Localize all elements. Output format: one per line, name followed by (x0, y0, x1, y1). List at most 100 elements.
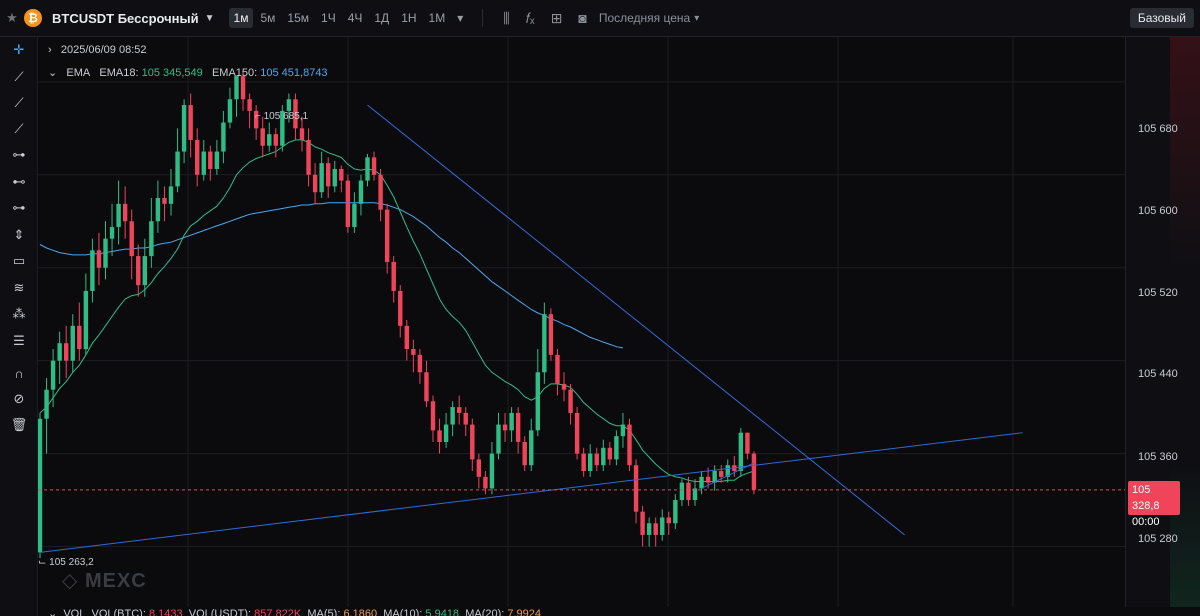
tf-1h[interactable]: 1Ч (316, 8, 341, 28)
candle-body (182, 105, 186, 151)
high-price-value: 105 685,1 (264, 111, 309, 122)
price-axis[interactable]: 105 680 105 600 105 520 105 440 105 360 … (1125, 37, 1200, 607)
channel-icon[interactable]: ≋ (8, 277, 30, 299)
candle-body (529, 430, 533, 465)
legend-indicator-name[interactable]: EMA (66, 67, 90, 79)
candle-body (90, 250, 94, 291)
top-toolbar: ★ ₿ BTCUSDT Бессрочный ▼ 1м 5м 15м 1Ч 4Ч… (0, 0, 1200, 37)
candle-body (57, 343, 61, 360)
magnet-icon[interactable]: ∩ (8, 362, 30, 384)
tf-1m[interactable]: 1м (229, 8, 254, 28)
ma10-value: 5,9418 (425, 608, 459, 616)
vol-usdt-value: 857,822K (254, 608, 301, 616)
chart-canvas[interactable] (38, 37, 1125, 607)
candle-body (555, 355, 559, 384)
candle-body (568, 390, 572, 413)
price-chart[interactable] (38, 37, 1125, 607)
candle-body (123, 204, 127, 221)
candle-body (116, 204, 120, 227)
tf-1d[interactable]: 1Д (369, 8, 394, 28)
ma10-label: MA(10): (383, 608, 422, 616)
price-type-chevron-icon[interactable]: ▾ (694, 13, 699, 24)
y-tick: 105 520 (1138, 287, 1178, 299)
candle-body (536, 372, 540, 430)
ray-icon[interactable]: ⟋ (8, 92, 30, 114)
ema150-line (40, 203, 623, 348)
candle-body (660, 517, 664, 534)
mexc-logo: ◇ MEXC (62, 568, 147, 593)
tf-1mo[interactable]: 1М (424, 8, 451, 28)
candle-body (208, 152, 212, 169)
candle-body (64, 343, 68, 360)
candle-body (241, 76, 245, 99)
candle-type-icon[interactable]: ⫼ (503, 10, 509, 27)
candle-body (575, 413, 579, 454)
price-line-icon[interactable]: ⊶ (8, 197, 30, 219)
extended-line-icon[interactable]: ⟋ (8, 118, 30, 140)
candle-body (490, 454, 494, 489)
candle-body (562, 384, 566, 390)
horizontal-line-icon[interactable]: ⊶ (8, 144, 30, 166)
candle-body (97, 250, 101, 267)
ema18-label: EMA18: (99, 67, 138, 79)
candle-body (352, 204, 356, 227)
candle-body (614, 436, 618, 459)
horizontal-ray-icon[interactable]: ⊷ (8, 171, 30, 193)
candle-body (143, 256, 147, 285)
crosshair-icon[interactable]: ✛ (8, 39, 30, 61)
indicators-icon[interactable]: 𝑓ₓ (526, 10, 535, 27)
vertical-line-icon[interactable]: ⇕ (8, 224, 30, 246)
tf-5m[interactable]: 5м (255, 8, 280, 28)
chevron-down-icon[interactable]: ⌄ (48, 608, 57, 616)
fibonacci-icon[interactable]: ☰ (8, 330, 30, 352)
candle-body (634, 465, 638, 511)
price-type-select[interactable]: Последняя цена (599, 11, 690, 25)
candle-body (162, 198, 166, 204)
candle-body (680, 483, 684, 500)
candle-body (44, 390, 48, 419)
trend-line-icon[interactable]: ⟋ (8, 66, 30, 88)
timeframe-dropdown-icon[interactable]: ▾ (452, 8, 468, 28)
candle-body (202, 152, 206, 175)
candle-body (234, 76, 238, 99)
camera-icon[interactable]: ◙ (578, 10, 586, 26)
symbol-title[interactable]: BTCUSDT Бессрочный (52, 11, 199, 26)
basic-mode-button[interactable]: Базовый (1130, 8, 1194, 28)
candle-body (516, 413, 520, 442)
ma20-value: 7,9924 (507, 608, 541, 616)
candle-body (221, 123, 225, 152)
hide-drawings-icon[interactable]: ⊘ (8, 388, 30, 410)
star-icon[interactable]: ★ (0, 10, 24, 26)
candle-body (752, 454, 756, 490)
tf-4h[interactable]: 4Ч (343, 8, 368, 28)
chevron-down-icon[interactable]: ▼ (205, 13, 215, 24)
y-tick: 105 440 (1138, 368, 1178, 380)
legend-volume-row: ⌄ VOL VOL(BTC): 8,1433 VOL(USDT): 857,82… (48, 607, 541, 616)
ma5-value: 6,1860 (343, 608, 377, 616)
tf-1w[interactable]: 1Н (396, 8, 421, 28)
legend-datetime-row: › 2025/06/09 08:52 (48, 44, 146, 56)
candle-body (372, 157, 376, 174)
candle-body (745, 433, 749, 454)
vol-label[interactable]: VOL (63, 608, 85, 616)
layout-icon[interactable]: ⊞ (551, 10, 563, 27)
pattern-icon[interactable]: ⁂ (8, 303, 30, 325)
price-label-icon[interactable]: ▭ (8, 250, 30, 272)
candle-body (228, 99, 232, 122)
chevron-down-icon[interactable]: ⌄ (48, 67, 57, 79)
candle-body (84, 291, 88, 349)
candle-body (647, 523, 651, 535)
tf-15m[interactable]: 15м (282, 8, 314, 28)
candle-body (437, 430, 441, 442)
candle-body (156, 198, 160, 221)
candle-body (103, 239, 107, 268)
trash-icon[interactable]: 🗑 (8, 414, 30, 436)
candle-body (470, 425, 474, 460)
candle-body (464, 413, 468, 425)
candle-body (306, 140, 310, 175)
chevron-right-icon[interactable]: › (48, 44, 52, 56)
ema18-value: 105 345,549 (142, 67, 203, 79)
candle-body (640, 512, 644, 535)
high-price-label: ⌐ 105 685,1 (255, 111, 308, 122)
ema150-label: EMA150: (212, 67, 257, 79)
